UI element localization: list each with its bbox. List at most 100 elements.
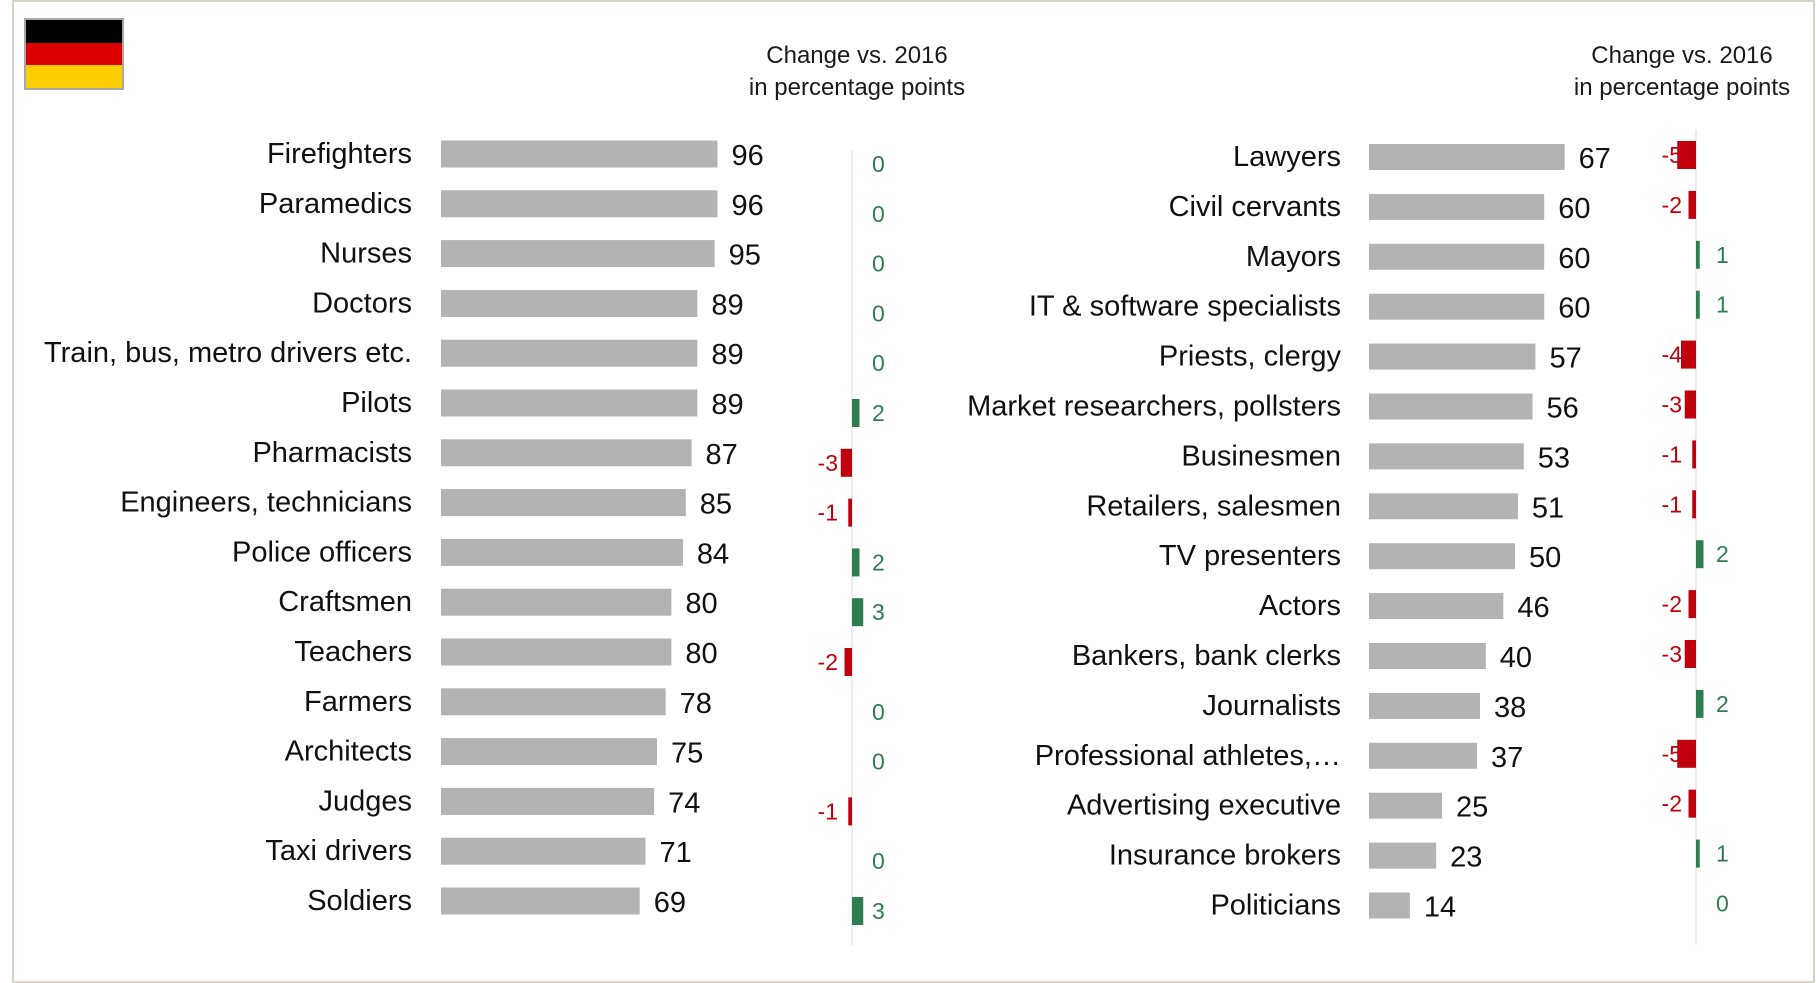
right-value-label: 38 (1494, 692, 1526, 724)
right-value-label: 57 (1549, 343, 1581, 375)
right-change-bar (1677, 739, 1696, 768)
right-bar (1369, 393, 1533, 420)
right-change-bar (1696, 540, 1704, 569)
left-category-label: Paramedics (259, 188, 412, 220)
left-change-bar (848, 797, 852, 826)
right-category-label: TV presenters (1159, 540, 1341, 572)
left-bar (441, 289, 698, 317)
right-value-label: 56 (1547, 393, 1579, 425)
left-change-bar (844, 648, 852, 676)
chart-frame (12, 0, 1815, 983)
left-bar (441, 489, 686, 517)
left-bar (441, 190, 718, 218)
right-bar (1369, 343, 1536, 370)
left-category-label: Soldiers (307, 885, 412, 917)
right-change-bar (1696, 290, 1700, 319)
left-bar (441, 638, 672, 666)
right-value-label: 53 (1538, 442, 1570, 474)
left-value-label: 89 (711, 289, 743, 321)
right-value-label: 51 (1532, 492, 1564, 524)
right-change-label: -2 (1662, 591, 1682, 617)
right-value-label: 37 (1491, 742, 1523, 774)
right-value-label: 60 (1558, 293, 1590, 325)
right-change-bar (1692, 490, 1696, 519)
right-category-label: IT & software specialists (1029, 291, 1341, 323)
right-change-header-line1: Change vs. 2016 (1591, 42, 1773, 69)
left-value-label: 96 (731, 190, 763, 222)
right-change-label: -3 (1662, 641, 1682, 667)
right-change-bar (1688, 789, 1696, 818)
right-bar (1369, 593, 1504, 620)
left-value-label: 95 (729, 240, 761, 272)
left-value-label: 89 (711, 389, 743, 421)
right-category-label: Professional athletes,… (1035, 740, 1341, 772)
right-change-label: -1 (1662, 441, 1682, 467)
right-category-label: Businesmen (1181, 440, 1341, 472)
left-change-header-line1: Change vs. 2016 (766, 42, 948, 69)
left-value-label: 69 (654, 887, 686, 919)
right-value-label: 40 (1500, 642, 1532, 674)
left-category-label: Architects (285, 736, 412, 768)
left-change-bar (840, 448, 852, 477)
left-category-label: Pharmacists (252, 437, 412, 469)
right-bar (1369, 243, 1545, 270)
right-category-label: Actors (1259, 590, 1341, 622)
right-bar (1369, 543, 1515, 570)
left-change-label: 0 (872, 201, 885, 227)
left-change-bar (852, 548, 860, 577)
left-value-label: 78 (680, 688, 712, 720)
right-category-label: Priests, clergy (1159, 341, 1342, 373)
right-change-header: Change vs. 2016 in percentage points (1532, 40, 1816, 104)
left-change-label: 3 (872, 599, 885, 625)
right-category-label: Mayors (1246, 241, 1341, 273)
left-change-label: 0 (872, 749, 885, 775)
left-bar (441, 538, 683, 566)
flag-stripe-black (26, 20, 122, 43)
right-change-bar (1684, 640, 1696, 668)
right-value-label: 46 (1517, 592, 1549, 624)
left-value-label: 84 (697, 538, 729, 570)
left-bar (441, 389, 698, 417)
right-change-label: 1 (1716, 242, 1729, 268)
left-category-label: Doctors (312, 287, 412, 319)
right-bar (1369, 193, 1545, 220)
left-change-label: 0 (872, 251, 885, 277)
left-bar (441, 787, 655, 815)
left-value-label: 75 (671, 738, 703, 770)
left-value-label: 80 (685, 638, 717, 670)
right-value-label: 67 (1579, 143, 1611, 175)
right-category-label: Lawyers (1233, 141, 1341, 173)
left-change-label: 0 (872, 848, 885, 874)
left-value-label: 71 (659, 837, 691, 869)
left-category-label: Police officers (232, 536, 412, 568)
left-category-label: Judges (318, 785, 412, 817)
right-change-label: -1 (1662, 491, 1682, 517)
left-bar (441, 738, 657, 766)
left-bar (441, 140, 718, 168)
right-category-label: Politicians (1210, 890, 1341, 922)
left-category-label: Firefighters (267, 138, 412, 170)
right-change-label: 2 (1716, 691, 1729, 717)
right-bar (1369, 742, 1478, 769)
left-value-label: 89 (711, 339, 743, 371)
left-category-label: Nurses (320, 238, 412, 270)
left-category-label: Farmers (304, 686, 412, 718)
right-change-label: -2 (1662, 192, 1682, 218)
left-change-label: 2 (872, 549, 885, 575)
left-bar (441, 837, 646, 865)
right-bar (1369, 792, 1442, 819)
right-category-label: Retailers, salesmen (1086, 490, 1341, 522)
right-value-label: 14 (1424, 892, 1456, 924)
right-change-label: -2 (1662, 791, 1682, 817)
right-change-bar (1692, 440, 1696, 469)
left-bar (441, 887, 640, 915)
right-change-label: 1 (1716, 841, 1729, 867)
left-category-label: Train, bus, metro drivers etc. (44, 337, 412, 369)
left-change-bar (852, 598, 864, 627)
left-bar (441, 688, 666, 716)
right-bar (1369, 293, 1545, 320)
right-category-label: Journalists (1202, 690, 1341, 722)
left-change-label: 0 (872, 699, 885, 725)
right-change-bar (1696, 240, 1700, 269)
left-change-label: 0 (872, 300, 885, 326)
